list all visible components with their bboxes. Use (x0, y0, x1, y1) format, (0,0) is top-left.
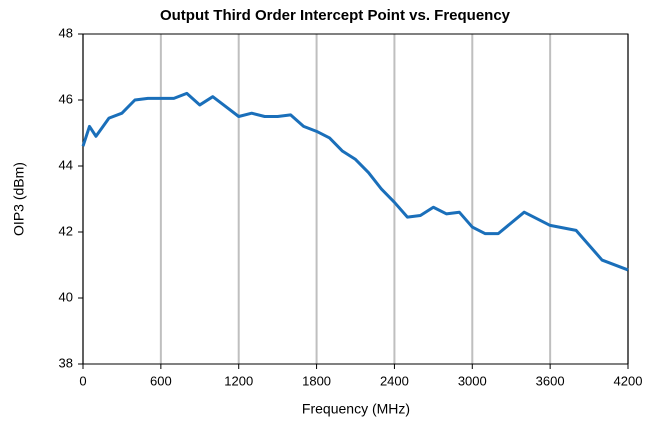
y-tick-label: 42 (59, 223, 73, 238)
y-tick-label: 40 (59, 289, 73, 304)
x-tick-label: 2400 (380, 373, 409, 388)
x-tick-label: 600 (150, 373, 172, 388)
x-tick-label: 3600 (536, 373, 565, 388)
x-tick-label: 4200 (614, 373, 643, 388)
chart-title: Output Third Order Intercept Point vs. F… (160, 7, 511, 24)
y-tick-label: 44 (59, 157, 73, 172)
x-tick-label: 0 (79, 373, 86, 388)
y-tick-label: 46 (59, 91, 73, 106)
x-tick-label: 3000 (458, 373, 487, 388)
x-axis-label: Frequency (MHz) (302, 401, 410, 417)
y-axis-label: OIP3 (dBm) (11, 162, 27, 236)
y-tick-label: 48 (59, 25, 73, 40)
data-line (81, 91, 629, 272)
x-tick-label: 1800 (302, 373, 331, 388)
x-tick-label: 1200 (224, 373, 253, 388)
y-tick-label: 38 (59, 355, 73, 370)
plot-frame (82, 33, 629, 365)
